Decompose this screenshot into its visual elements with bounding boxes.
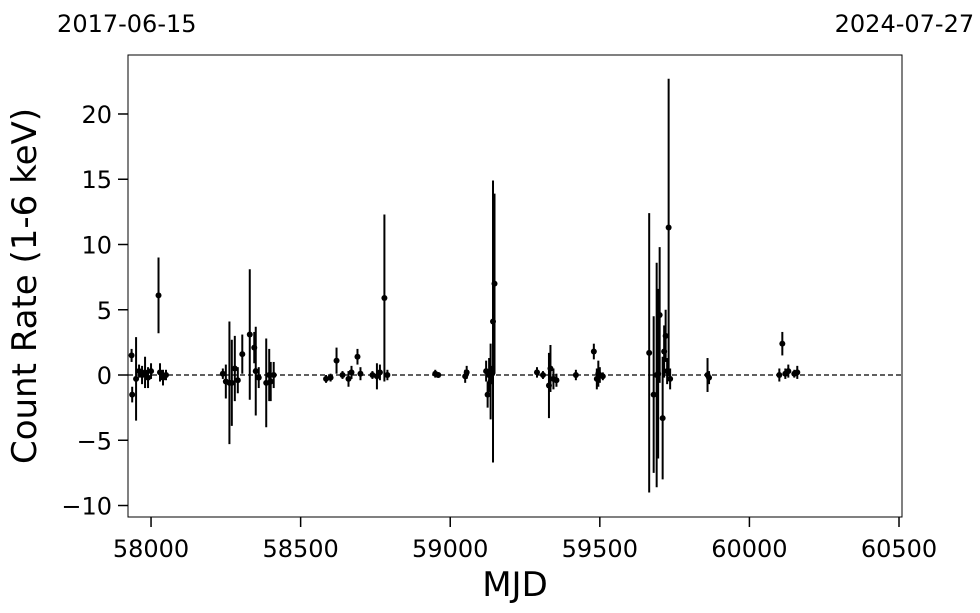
data-point [157,369,164,376]
data-point [463,369,470,376]
data-point [252,368,259,375]
data-point [662,332,669,339]
data-point [435,372,442,379]
data-point [145,374,152,381]
data-point [148,368,155,375]
data-point [533,369,540,376]
data-point [381,295,388,302]
y-axis-label: Count Rate (1-6 keV) [5,108,45,464]
data-point [327,374,334,381]
data-point [270,372,277,379]
data-point [234,377,241,384]
data-point [491,280,498,287]
data-point [129,391,136,398]
data-point [239,351,246,358]
plot-frame [127,54,903,518]
top-date-label: 2024-07-27 [835,10,974,38]
data-point [547,365,554,372]
data-point [228,379,235,386]
data-point [354,353,361,360]
y-tick-label: −5 [77,427,112,455]
data-point [553,377,560,384]
x-tick-label: 58500 [262,535,338,563]
data-point [590,348,597,355]
data-point [539,372,546,379]
x-tick-label: 60500 [861,535,937,563]
data-point [162,372,169,379]
data-point [133,375,140,382]
y-tick-label: 20 [81,101,112,129]
y-tick-label: 0 [97,362,112,390]
data-point [128,352,135,359]
data-point [785,368,792,375]
data-point [267,378,274,385]
data-point [599,373,606,380]
data-point [339,372,346,379]
data-point [484,391,491,398]
x-tick-label: 58000 [113,535,189,563]
data-point [656,311,663,318]
data-point [333,357,340,364]
data-point [348,369,355,376]
data-point [384,372,391,379]
data-point [231,365,238,372]
top-date-label: 2017-06-15 [57,10,196,38]
y-tick-label: 5 [97,297,112,325]
data-point [650,391,657,398]
data-point [376,369,383,376]
data-point [776,372,783,379]
data-point [659,415,666,422]
data-point [246,331,253,338]
data-point [667,375,674,382]
data-point [646,349,653,356]
x-tick-label: 60000 [711,535,787,563]
data-point [779,340,786,347]
y-tick-label: 10 [81,231,112,259]
data-point [794,369,801,376]
y-tick-label: −10 [61,493,112,521]
data-point [142,369,149,376]
x-axis-label: MJD [482,565,548,605]
data-point [706,374,713,381]
x-tick-label: 59500 [562,535,638,563]
data-point [665,224,672,231]
data-point [572,372,579,379]
data-point [219,370,226,377]
data-point [357,370,364,377]
data-point [255,374,262,381]
data-point [345,375,352,382]
x-tick-label: 59000 [412,535,488,563]
y-tick-label: 15 [81,166,112,194]
data-point [155,292,162,299]
